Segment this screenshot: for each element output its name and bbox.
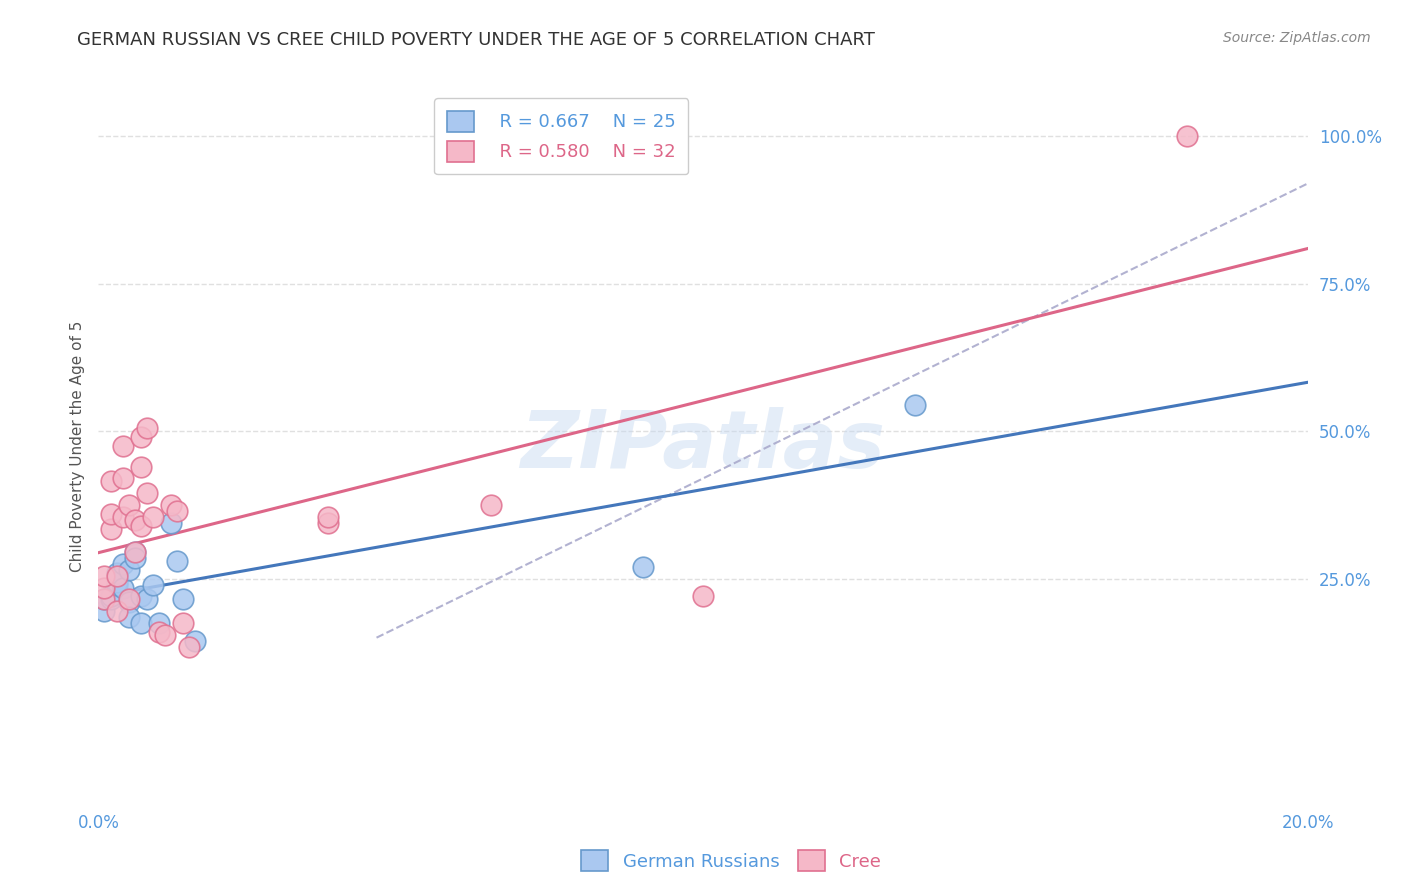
Point — [129, 615, 152, 630]
Point — [692, 590, 714, 604]
Legend: German Russians, Cree: German Russians, Cree — [574, 843, 889, 879]
Point — [129, 430, 152, 444]
Point — [166, 504, 188, 518]
Point — [148, 615, 170, 630]
Point — [172, 615, 194, 630]
Point — [105, 568, 128, 582]
Point — [316, 509, 339, 524]
Point — [153, 628, 176, 642]
Point — [93, 592, 115, 607]
Point — [93, 604, 115, 618]
Point — [100, 475, 122, 489]
Point — [160, 498, 183, 512]
Point — [129, 459, 152, 474]
Text: GERMAN RUSSIAN VS CREE CHILD POVERTY UNDER THE AGE OF 5 CORRELATION CHART: GERMAN RUSSIAN VS CREE CHILD POVERTY UND… — [77, 31, 875, 49]
Point — [105, 574, 128, 589]
Point — [100, 507, 122, 521]
Point — [111, 581, 134, 595]
Point — [105, 604, 128, 618]
Point — [135, 592, 157, 607]
Point — [142, 509, 165, 524]
Point — [111, 557, 134, 571]
Point — [111, 439, 134, 453]
Point — [105, 577, 128, 591]
Text: ZIPatlas: ZIPatlas — [520, 407, 886, 485]
Point — [93, 568, 115, 582]
Point — [1175, 129, 1198, 144]
Point — [179, 640, 201, 654]
Point — [148, 624, 170, 639]
Point — [124, 551, 146, 566]
Point — [135, 486, 157, 500]
Point — [93, 592, 115, 607]
Point — [118, 610, 141, 624]
Point — [93, 581, 115, 595]
Point — [118, 563, 141, 577]
Text: Source: ZipAtlas.com: Source: ZipAtlas.com — [1223, 31, 1371, 45]
Point — [111, 509, 134, 524]
Point — [172, 592, 194, 607]
Point — [124, 545, 146, 559]
Point — [160, 516, 183, 530]
Point — [100, 592, 122, 607]
Point — [118, 498, 141, 512]
Legend:   R = 0.667    N = 25,   R = 0.580    N = 32: R = 0.667 N = 25, R = 0.580 N = 32 — [434, 98, 689, 174]
Point — [184, 633, 207, 648]
Point — [135, 421, 157, 435]
Point — [481, 498, 503, 512]
Point — [105, 566, 128, 580]
Point — [118, 592, 141, 607]
Point — [124, 545, 146, 559]
Point — [111, 471, 134, 485]
Point — [118, 595, 141, 609]
Point — [904, 398, 927, 412]
Point — [100, 522, 122, 536]
Point — [316, 516, 339, 530]
Point — [142, 577, 165, 591]
Point — [100, 590, 122, 604]
Point — [129, 518, 152, 533]
Point — [631, 560, 654, 574]
Point — [129, 590, 152, 604]
Point — [166, 554, 188, 568]
Point — [124, 513, 146, 527]
Y-axis label: Child Poverty Under the Age of 5: Child Poverty Under the Age of 5 — [69, 320, 84, 572]
